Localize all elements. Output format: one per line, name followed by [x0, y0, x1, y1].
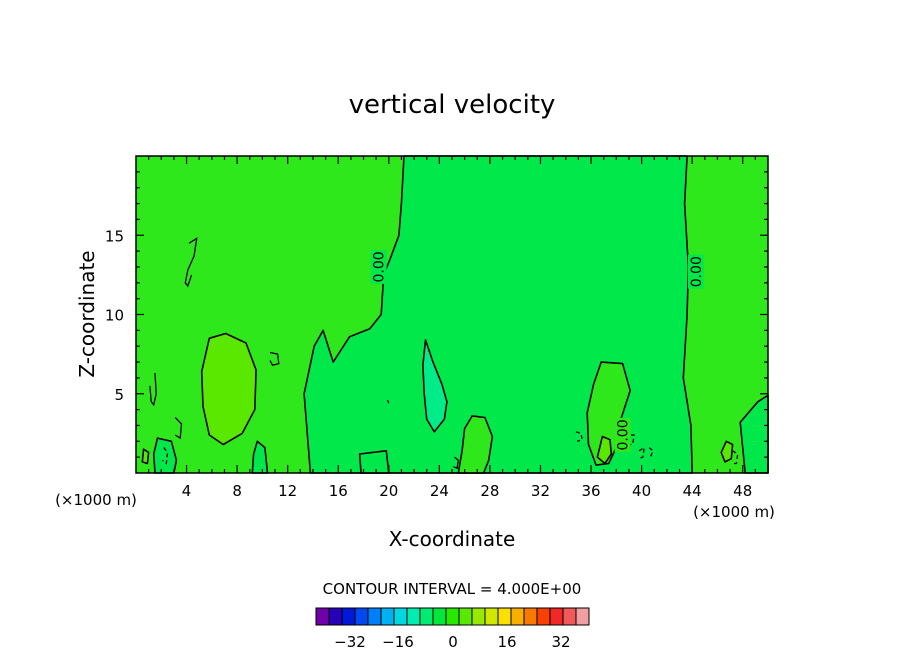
colorbar-swatch [549, 607, 564, 626]
colorbar-swatch [393, 607, 408, 626]
chart-title: vertical velocity [349, 90, 556, 120]
colorbar-swatch [471, 607, 486, 626]
colorbar-title: CONTOUR INTERVAL = 4.000E+00 [323, 580, 582, 598]
colorbar-swatch [458, 607, 473, 626]
contour-lines [149, 237, 739, 470]
colorbar-swatch [497, 607, 512, 626]
contour-line-10 [162, 447, 169, 465]
colorbar-swatch [575, 607, 590, 626]
colorbar-swatch [510, 607, 525, 626]
x-tick-label: 4 [182, 482, 192, 500]
contour-label-backdrop-2 [614, 417, 631, 452]
colorbar-tick-label: 16 [497, 633, 516, 651]
contour-line-9 [453, 456, 459, 470]
contour-line-0 [184, 237, 198, 288]
y-axis-label: Z-coordinate [75, 250, 99, 377]
contour-fill-regions [141, 155, 769, 474]
contour-region-2 [200, 332, 257, 446]
contour-labels: 0.00 0.00 0.00 [370, 249, 705, 452]
contour-region-3 [586, 361, 632, 466]
x-tick-label: 24 [430, 482, 449, 500]
contour-line-1 [149, 373, 157, 407]
contour-region-7 [141, 448, 150, 465]
x-tick-label: 12 [278, 482, 297, 500]
x-tick-label: 44 [683, 482, 702, 500]
x-tick-label: 32 [531, 482, 550, 500]
colorbar-tick-labels: −32 −16 0 16 32 [334, 633, 570, 651]
colorbar-swatch [406, 607, 421, 626]
colorbar-swatch [354, 607, 369, 626]
x-tick-label: 8 [232, 482, 242, 500]
x-unit-label: (×1000 m) [55, 491, 137, 509]
colorbar-swatch [445, 607, 460, 626]
colorbar-swatch [380, 607, 395, 626]
contour-region-5 [596, 435, 613, 465]
x-tick-label: 36 [581, 482, 600, 500]
y-tick-label: 10 [105, 307, 124, 325]
contour-label-0: 0.00 [372, 251, 388, 282]
x-tick-label: 48 [733, 482, 752, 500]
x-tick-label: 16 [329, 482, 348, 500]
plot-area: 0.00 0.00 0.00 [135, 155, 769, 474]
x-unit-label-right: (×1000 m) [693, 503, 775, 521]
contour-label-2: 0.00 [616, 419, 632, 450]
contour-label-backdrop-1 [687, 254, 704, 289]
colorbar-swatch [315, 607, 330, 626]
x-tick-label: 28 [480, 482, 499, 500]
x-tick-label: 40 [632, 482, 651, 500]
contour-region-1 [422, 339, 448, 433]
contour-line-8 [731, 450, 739, 465]
contour-line-3 [174, 417, 183, 440]
x-axis-ticks: 4 8 12 16 20 24 28 32 36 40 44 48 [148, 156, 756, 500]
colorbar-swatch [523, 607, 538, 626]
colorbar-swatch [432, 607, 447, 626]
contour-label-1: 0.00 [689, 256, 705, 287]
colorbar-tick-label: −16 [382, 633, 414, 651]
y-axis-ticks: 5 10 15 [105, 171, 768, 458]
colorbar-tick-label: 32 [551, 633, 570, 651]
y-tick-label: 15 [105, 227, 124, 245]
colorbar-swatch [562, 607, 577, 626]
colorbar-swatch [484, 607, 499, 626]
colorbar-swatch [367, 607, 382, 626]
contour-label-backdrop-0 [370, 249, 387, 284]
contour-line-6 [637, 446, 645, 460]
colorbar-swatch [536, 607, 551, 626]
y-tick-label: 5 [114, 386, 124, 404]
x-axis-label: X-coordinate [389, 527, 516, 551]
colorbar-swatch [419, 607, 434, 626]
colorbar [315, 607, 590, 626]
colorbar-swatch [341, 607, 356, 626]
contour-line-11 [386, 399, 390, 404]
colorbar-swatch [328, 607, 343, 626]
colorbar-tick-label: −32 [334, 633, 366, 651]
x-tick-label: 20 [379, 482, 398, 500]
contour-region-6 [720, 440, 734, 463]
contour-line-2 [269, 351, 280, 366]
contour-line-4 [575, 431, 583, 442]
colorbar-tick-label: 0 [448, 633, 458, 651]
contour-line-7 [648, 447, 654, 458]
